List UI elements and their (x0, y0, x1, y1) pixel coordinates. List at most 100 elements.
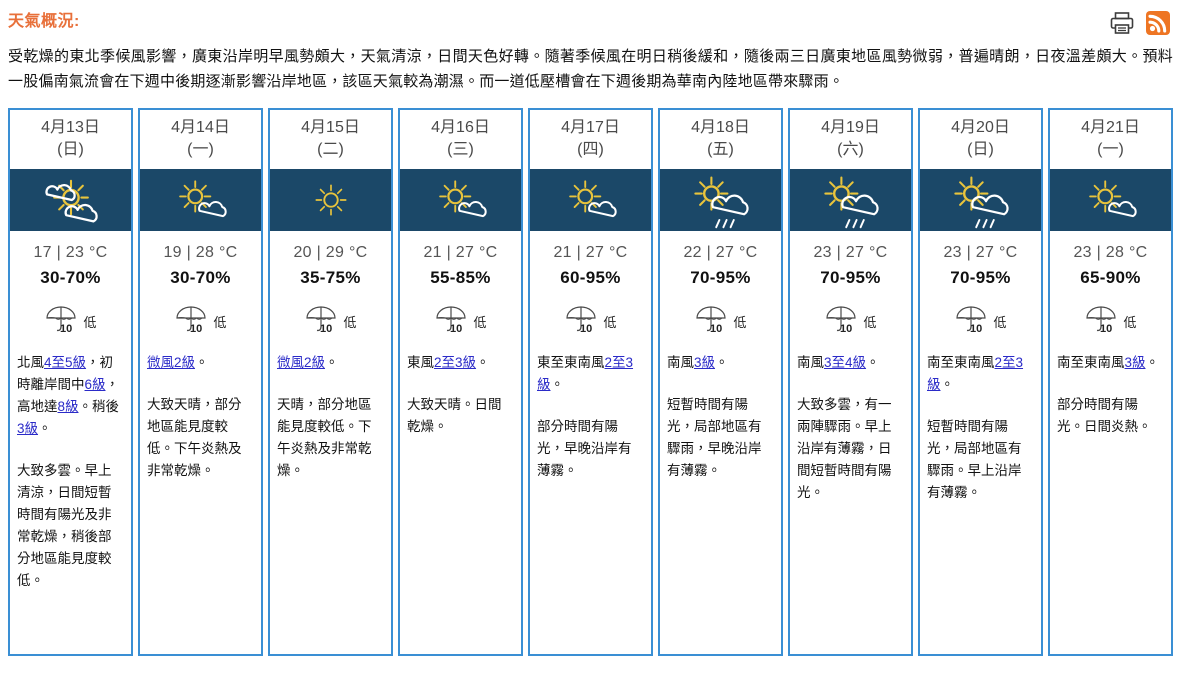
precipitation-probability-row: 10 低 (10, 288, 131, 338)
wind-force-link[interactable]: 3級 (694, 355, 716, 370)
wind-text: 南風 (797, 355, 824, 370)
wind-description: 北風4至5級，初時離岸間中6級，高地達8級。稍後 3級。 (17, 352, 124, 440)
umbrella-icon: 10 (694, 304, 728, 339)
svg-text:10: 10 (190, 323, 202, 334)
day-temperature-range: 19 | 28 °C (163, 244, 238, 261)
day-card[interactable]: 4月17日 (四) 21 | 27 °C 60-95% 10 低東至東南風2至3級。 部分… (528, 108, 653, 656)
day-card[interactable]: 4月16日 (三) 21 | 27 °C 55-85% 10 低東風2至3級。 大致天晴。… (398, 108, 523, 656)
precipitation-probability-row: 10 低 (920, 288, 1041, 338)
day-forecast-description: 大致多雲。早上清涼，日間短暫時間有陽光及非常乾燥，稍後部分地區能見度較低。 (17, 463, 112, 588)
wind-text: 北風 (17, 355, 44, 370)
wind-text: 南風 (667, 355, 694, 370)
day-temperature-range: 20 | 29 °C (293, 244, 368, 261)
page-title: 天氣概況: (8, 13, 80, 30)
wind-force-link[interactable]: 2至3級 (537, 355, 634, 392)
day-temperature-range: 21 | 27 °C (553, 244, 628, 261)
precipitation-probability-row: 10 低 (790, 288, 911, 338)
nine-day-forecast-strip: 4月13日 (日) 17 | 23 °C 30-70% 10 低北風4至5級，初時離岸間… (0, 108, 1181, 656)
day-card[interactable]: 4月18日 (五) 22 | 27 °C 70-95% 10 低南風3級。 短暫時間有陽光… (658, 108, 783, 656)
wind-text: 東風 (407, 355, 434, 370)
day-humidity-range: 30-70% (40, 268, 101, 287)
sun-behind-rain-cloud-icon (660, 169, 781, 231)
day-card[interactable]: 4月13日 (日) 17 | 23 °C 30-70% 10 低北風4至5級，初時離岸間… (8, 108, 133, 656)
svg-text:10: 10 (840, 323, 852, 334)
print-icon[interactable] (1109, 10, 1135, 36)
umbrella-icon: 10 (1084, 304, 1118, 339)
day-card[interactable]: 4月21日 (一) 23 | 28 °C 65-90% 10 低南至東南風3級。 部分時間… (1048, 108, 1173, 656)
day-forecast-description: 部分時間有陽光。日間炎熱。 (1057, 397, 1152, 434)
precipitation-probability-row: 10 低 (270, 288, 391, 338)
day-card[interactable]: 4月14日 (一) 19 | 28 °C 30-70% 10 低微風2級。大致天晴，部分… (138, 108, 263, 656)
wind-force-link[interactable]: 4至5級 (44, 355, 87, 370)
precipitation-probability-row: 10 低 (140, 288, 261, 338)
wind-force-link[interactable]: 2至3級 (927, 355, 1024, 392)
svg-text:10: 10 (970, 323, 982, 334)
day-body: 南風3至4級。 大致多雲，有一兩陣驟雨。早上沿岸有薄霧，日間短暫時間有陽光。 (790, 338, 911, 654)
precipitation-level-label: 低 (1123, 314, 1137, 330)
umbrella-icon: 10 (174, 304, 208, 339)
wind-description: 微風2級。 (277, 352, 384, 374)
sun-with-small-cloud-icon (530, 169, 651, 231)
day-date: 4月21日 (一) (1081, 119, 1140, 158)
day-body: 南風3級。 短暫時間有陽光，局部地區有驟雨，早晚沿岸有薄霧。 (660, 338, 781, 654)
wind-text: ，高地達 (17, 377, 120, 414)
wind-text: 。 (325, 355, 339, 370)
sun-with-small-cloud-icon (1050, 169, 1171, 231)
wind-force-link[interactable]: 8級 (57, 399, 79, 414)
day-humidity-range: 35-75% (300, 268, 361, 287)
wind-force-link[interactable]: 3級 (17, 421, 39, 436)
sun-behind-rain-cloud-icon (790, 169, 911, 231)
tool-icon-group (1109, 10, 1171, 36)
sun-behind-two-clouds-icon (10, 169, 131, 231)
day-date: 4月18日 (五) (691, 119, 750, 158)
day-date: 4月14日 (一) (171, 119, 230, 158)
umbrella-icon: 10 (44, 304, 78, 339)
day-body: 南至東南風3級。 部分時間有陽光。日間炎熱。 (1050, 338, 1171, 654)
day-humidity-range: 30-70% (170, 268, 231, 287)
svg-text:10: 10 (710, 323, 722, 334)
day-body: 北風4至5級，初時離岸間中6級，高地達8級。稍後 3級。 大致多雲。早上清涼，日間短… (10, 338, 131, 654)
precipitation-probability-row: 10 低 (530, 288, 651, 338)
umbrella-icon-svg: 10 (566, 305, 597, 335)
umbrella-icon: 10 (304, 304, 338, 339)
wind-force-link[interactable]: 6級 (84, 377, 106, 392)
rss-icon[interactable] (1145, 10, 1171, 36)
day-humidity-range: 55-85% (430, 268, 491, 287)
wind-text: 。 (715, 355, 729, 370)
wind-description: 東風2至3級。 (407, 352, 514, 374)
wind-text: 。 (550, 377, 565, 392)
precipitation-level-label: 低 (603, 314, 617, 330)
day-card[interactable]: 4月19日 (六) 23 | 27 °C 70-95% 10 低南風3至4級。 大致多雲，… (788, 108, 913, 656)
day-date: 4月19日 (六) (821, 119, 880, 158)
wind-text: 。 (866, 355, 880, 370)
day-forecast-description: 大致天晴。日間乾燥。 (407, 397, 502, 434)
day-date: 4月15日 (二) (301, 119, 360, 158)
umbrella-icon: 10 (954, 304, 988, 339)
svg-text:10: 10 (1100, 323, 1112, 334)
wind-force-link[interactable]: 3至4級 (824, 355, 867, 370)
wind-text: 。 (195, 355, 209, 370)
umbrella-icon: 10 (564, 304, 598, 339)
day-temperature-range: 23 | 28 °C (1073, 244, 1148, 261)
precipitation-level-label: 低 (473, 314, 487, 330)
day-card[interactable]: 4月15日 (二) 20 | 29 °C 35-75% 10 低微風2級。 天晴，部分地區… (268, 108, 393, 656)
umbrella-icon-svg: 10 (956, 305, 987, 335)
day-forecast-description: 大致天晴，部分地區能見度較低。下午炎熱及非常乾燥。 (147, 397, 242, 478)
wind-force-link[interactable]: 3級 (1124, 355, 1146, 370)
wind-force-link[interactable]: 微風2級 (277, 355, 326, 370)
wind-force-link[interactable]: 微風2級 (147, 355, 196, 370)
day-date: 4月13日 (日) (41, 119, 100, 158)
wind-description: 東至東南風2至3級。 (537, 352, 644, 396)
umbrella-icon: 10 (824, 304, 858, 339)
day-card[interactable]: 4月20日 (日) 23 | 27 °C 70-95% 10 低南至東南風2至3級。 短暫… (918, 108, 1043, 656)
svg-text:10: 10 (320, 323, 332, 334)
precipitation-level-label: 低 (213, 314, 227, 330)
wind-force-link[interactable]: 2至3級 (434, 355, 477, 370)
svg-text:10: 10 (60, 323, 72, 334)
wind-text: 。 (940, 377, 955, 392)
wind-text: 。稍後 (78, 399, 120, 414)
day-temperature-range: 23 | 27 °C (943, 244, 1018, 261)
svg-text:10: 10 (580, 323, 592, 334)
wind-description: 南風3級。 (667, 352, 774, 374)
wind-text: 。 (1145, 355, 1160, 370)
